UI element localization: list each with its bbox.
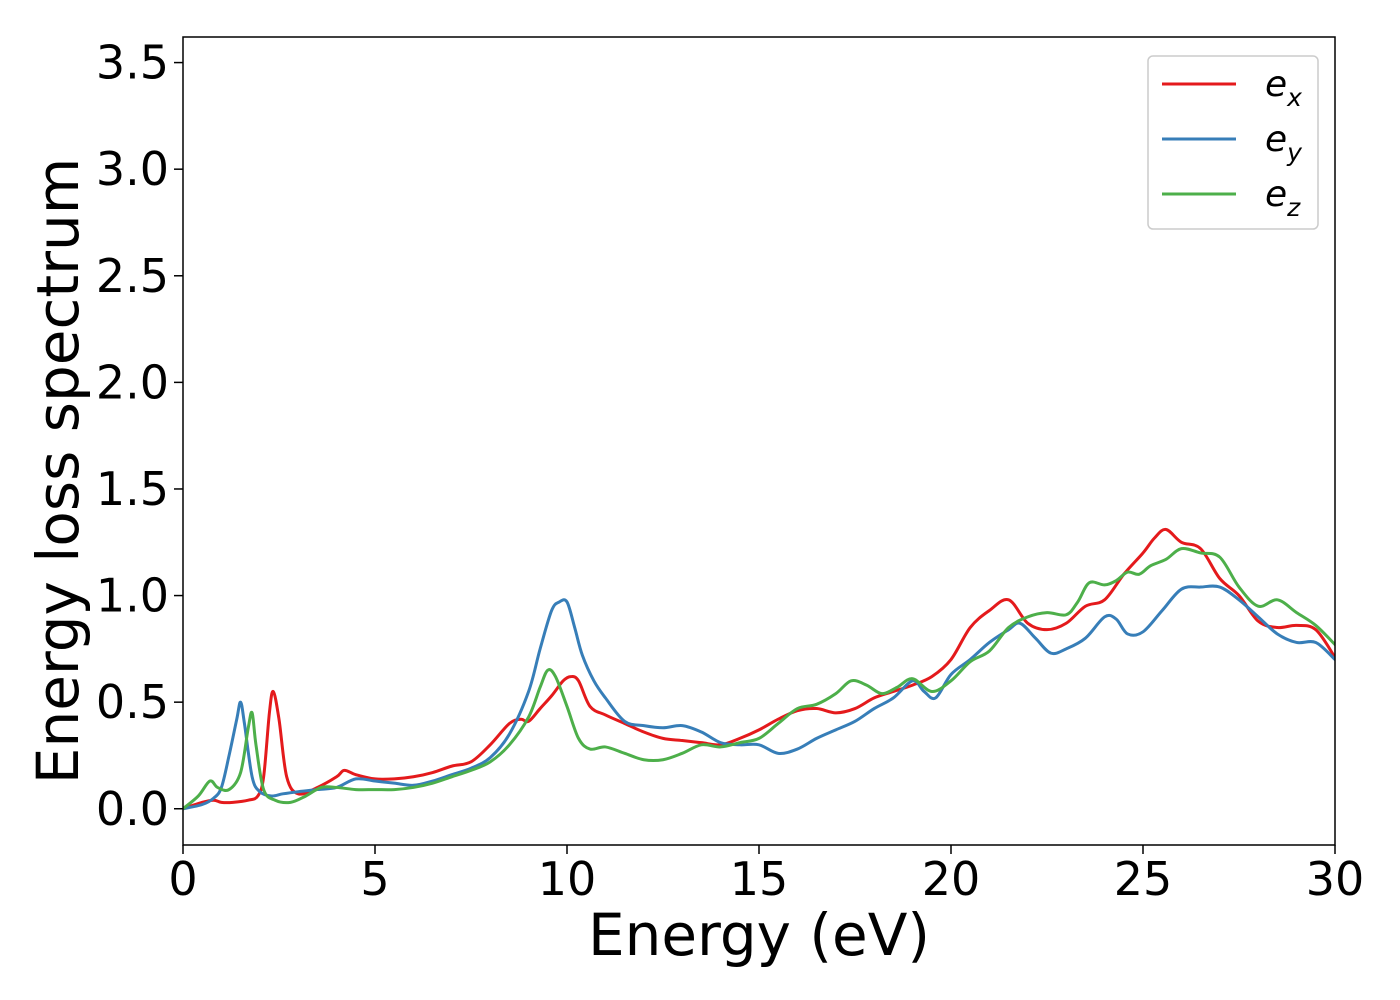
x-tick-label: 0 <box>168 852 197 906</box>
x-tick-label: 10 <box>538 852 597 906</box>
y-tick-label: 0.0 <box>96 782 169 836</box>
y-axis-title: Energy loss spectrum <box>24 158 92 784</box>
x-tick-label: 5 <box>360 852 389 906</box>
legend: ex ey ez <box>1147 55 1319 230</box>
y-tick-label: 3.5 <box>96 36 169 90</box>
legend-label: ey <box>1265 119 1303 167</box>
y-tick-label: 1.5 <box>96 462 169 516</box>
y-tick-label: 2.0 <box>96 355 169 409</box>
y-tick-label: 3.0 <box>96 142 169 196</box>
x-tick-label: 15 <box>730 852 789 906</box>
x-tick-label: 25 <box>1114 852 1173 906</box>
legend-label: ez <box>1265 174 1301 222</box>
x-tick-label: 20 <box>922 852 981 906</box>
series-group <box>183 527 1335 811</box>
series-line-y <box>183 584 1335 811</box>
series-line-z <box>183 546 1335 811</box>
x-axis-title: Energy (eV) <box>588 901 930 969</box>
legend-label: ex <box>1265 64 1302 112</box>
y-tick-label: 2.5 <box>96 249 169 303</box>
y-tick-label: 0.5 <box>96 675 169 729</box>
y-tick-label: 1.0 <box>96 569 169 623</box>
legend-entry-x: ex <box>1162 64 1302 112</box>
legend-entry-z: ez <box>1162 174 1301 222</box>
legend-box <box>1147 55 1319 230</box>
series-line-x <box>183 527 1335 811</box>
x-tick-label: 30 <box>1306 852 1365 906</box>
legend-entry-y: ey <box>1162 119 1303 167</box>
